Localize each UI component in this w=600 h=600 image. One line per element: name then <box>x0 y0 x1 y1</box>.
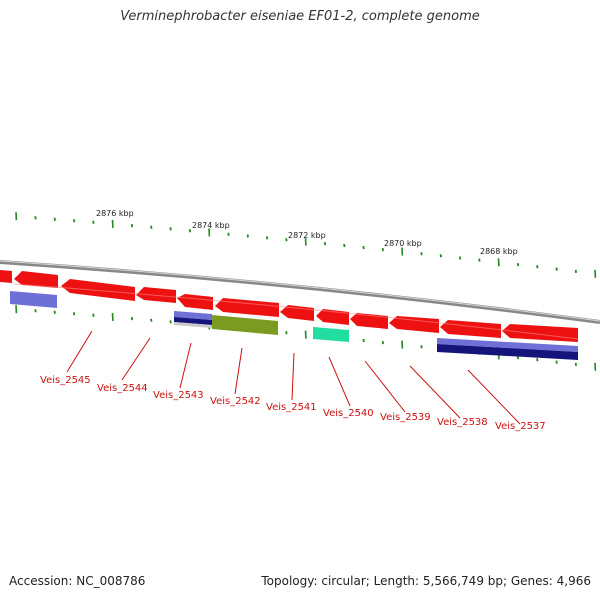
gene-label: Veis_2544 <box>97 383 148 394</box>
coordinate-ticks-top <box>15 212 597 278</box>
leader-line <box>66 330 93 373</box>
gene-label: Veis_2540 <box>323 408 374 419</box>
accession-label: Accession: NC_008786 <box>9 574 146 588</box>
leader-line <box>179 342 192 389</box>
gray-feature <box>174 322 212 328</box>
navy-feature <box>437 344 578 360</box>
feature-boxes <box>10 291 578 360</box>
genome-summary: Topology: circular; Length: 5,566,749 bp… <box>261 574 591 588</box>
leader-line <box>409 365 461 419</box>
olive-feature <box>212 315 278 335</box>
leader-line <box>291 352 295 401</box>
gene-arrow <box>389 316 439 333</box>
gene-label: Veis_2541 <box>266 402 317 413</box>
leader-line <box>467 369 521 425</box>
gene-arrow <box>14 271 58 288</box>
teal-feature <box>313 327 349 342</box>
gene-label: Veis_2539 <box>380 412 431 423</box>
coordinate-label: 2874 kbp <box>192 221 230 230</box>
leader-line <box>328 356 351 407</box>
navy-feature <box>174 317 212 325</box>
gene-arrow <box>177 294 213 310</box>
gene-arrow-shading <box>13 283 579 340</box>
genome-backbone-highlight <box>0 260 600 322</box>
gene-arrow <box>215 298 279 317</box>
gene-label: Veis_2545 <box>40 375 91 386</box>
page-title: Verminephrobacter eiseniae EF01-2, compl… <box>120 9 480 24</box>
coordinate-label: 2872 kbp <box>288 231 326 240</box>
coordinate-label: 2870 kbp <box>384 239 422 248</box>
blue-feature <box>437 338 578 352</box>
gene-label: Veis_2543 <box>153 390 204 401</box>
gene-label-leaders <box>66 330 521 425</box>
gene-arrow <box>502 324 578 342</box>
gene-arrows <box>0 270 579 342</box>
coordinate-label: 2876 kbp <box>96 209 134 218</box>
coordinate-label: 2868 kbp <box>480 247 518 256</box>
gene-label: Veis_2542 <box>210 396 261 407</box>
gene-arrow <box>0 270 12 283</box>
gene-arrow <box>350 313 388 329</box>
gene-label: Veis_2537 <box>495 421 546 432</box>
leader-line <box>121 337 151 381</box>
leader-line <box>234 347 243 395</box>
leader-line <box>364 360 406 413</box>
blue-feature <box>10 291 57 308</box>
gene-label: Veis_2538 <box>437 417 488 428</box>
genome-backbone <box>0 260 600 324</box>
